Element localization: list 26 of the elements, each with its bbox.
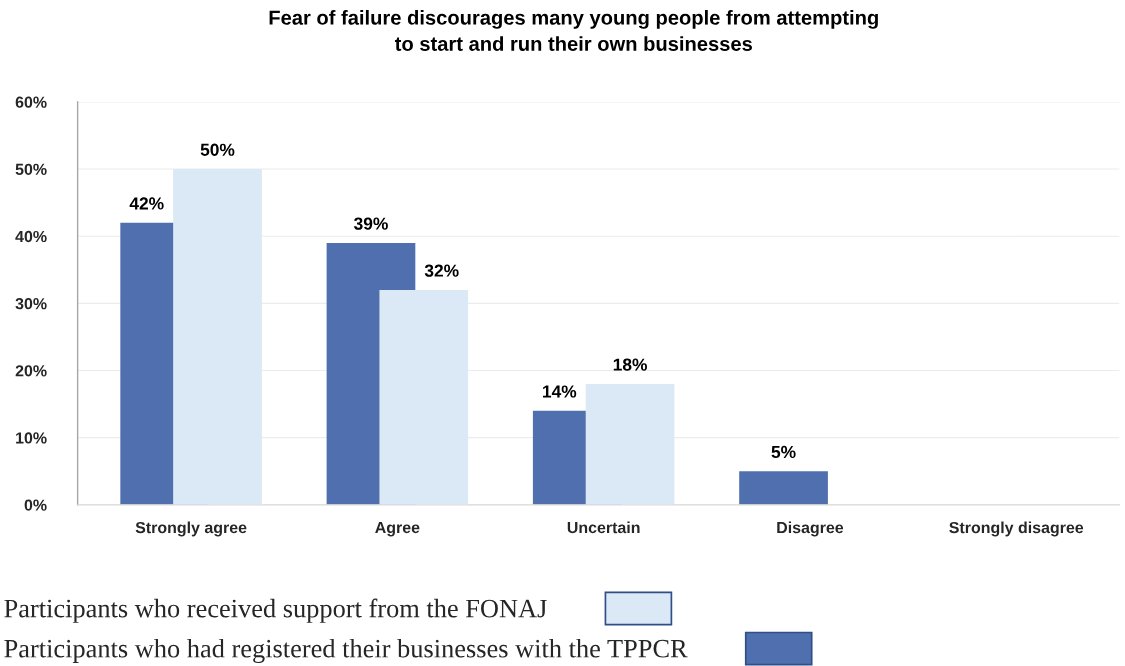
x-tick-label: Uncertain bbox=[567, 521, 640, 534]
x-tick-label: Strongly disagree bbox=[949, 521, 1084, 537]
data-label: 14% bbox=[543, 385, 577, 398]
data-label: 32% bbox=[424, 264, 459, 277]
data-label: 18% bbox=[613, 358, 647, 371]
chart-title: Fear of failure discourages many young people from attempting to start and run their own businesses bbox=[269, 9, 878, 51]
data-label: 42% bbox=[129, 197, 164, 210]
y-tick-label: 20% bbox=[15, 365, 47, 377]
y-tick-label: 40% bbox=[15, 230, 47, 243]
data-label: 50% bbox=[200, 143, 235, 156]
x-tick-label: Disagree bbox=[777, 521, 844, 537]
x-tick-label: Agree bbox=[375, 522, 420, 537]
bar bbox=[379, 289, 469, 505]
y-tick-label: 0% bbox=[24, 499, 47, 511]
y-tick-label: 50% bbox=[15, 163, 47, 175]
data-label: 39% bbox=[353, 217, 388, 230]
x-tick-label: Strongly agree bbox=[135, 521, 247, 537]
bar bbox=[739, 471, 828, 505]
data-label: 5% bbox=[771, 445, 796, 459]
legend-label: Participants who received support from the FONAJ bbox=[4, 598, 547, 623]
bar bbox=[173, 169, 262, 505]
legend-label: Participants who had registered their businesses with the TPPCR bbox=[4, 638, 688, 663]
y-tick-label: 30% bbox=[15, 298, 47, 310]
y-tick-label: 60% bbox=[15, 96, 47, 108]
y-tick-label: 10% bbox=[16, 432, 47, 444]
bar bbox=[585, 383, 675, 505]
